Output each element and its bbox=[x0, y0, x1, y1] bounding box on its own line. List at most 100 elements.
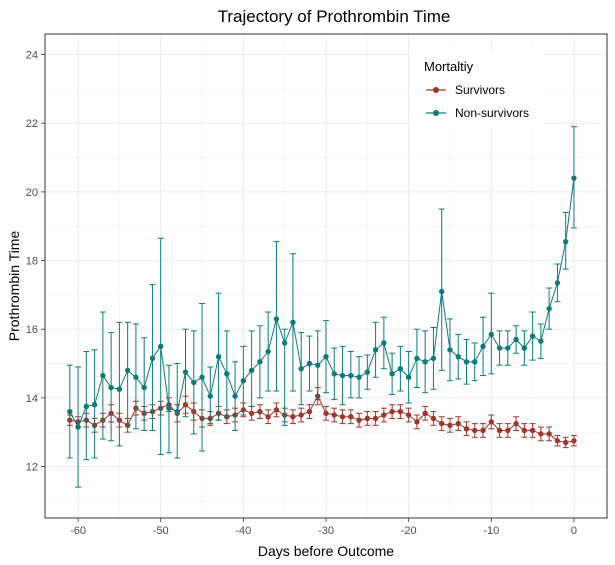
data-point-non-survivors bbox=[199, 374, 205, 380]
data-point-non-survivors bbox=[207, 393, 213, 399]
data-point-non-survivors bbox=[265, 348, 271, 355]
data-point-survivors bbox=[430, 415, 437, 422]
data-point-survivors bbox=[331, 412, 337, 418]
y-tick-label: 12 bbox=[26, 462, 38, 474]
data-point-survivors bbox=[273, 407, 280, 413]
data-point-non-survivors bbox=[472, 359, 478, 365]
data-point-survivors bbox=[265, 414, 271, 420]
data-point-survivors bbox=[257, 408, 263, 415]
data-point-non-survivors bbox=[174, 408, 180, 415]
data-point-non-survivors bbox=[364, 369, 371, 375]
data-point-non-survivors bbox=[240, 377, 247, 384]
data-point-non-survivors bbox=[348, 372, 354, 379]
data-point-non-survivors bbox=[422, 359, 428, 365]
axis-ticks: -60 -50 -40 -30 -20 -10 0 12 14 16 18 20 22 24 bbox=[26, 50, 577, 537]
data-point-survivors bbox=[529, 427, 536, 434]
data-point-survivors bbox=[571, 438, 577, 444]
data-point-survivors bbox=[339, 414, 346, 420]
data-point-non-survivors bbox=[248, 367, 255, 374]
data-point-survivors bbox=[290, 414, 296, 420]
data-point-non-survivors bbox=[356, 374, 362, 380]
data-point-survivors bbox=[455, 420, 461, 427]
x-tick-label: 0 bbox=[571, 525, 577, 537]
data-point-non-survivors bbox=[306, 360, 313, 367]
data-point-non-survivors bbox=[273, 316, 280, 322]
data-point-non-survivors bbox=[191, 379, 197, 386]
data-point-survivors bbox=[447, 422, 453, 429]
data-point-survivors bbox=[472, 427, 478, 434]
data-point-non-survivors bbox=[215, 353, 222, 360]
data-point-non-survivors bbox=[141, 384, 147, 391]
data-point-survivors bbox=[381, 412, 387, 418]
data-point-non-survivors bbox=[521, 345, 528, 351]
data-point-non-survivors bbox=[108, 384, 114, 391]
y-tick-label: 22 bbox=[26, 118, 38, 130]
data-point-survivors bbox=[496, 427, 503, 434]
data-point-non-survivors bbox=[505, 345, 511, 351]
data-point-non-survivors bbox=[571, 175, 577, 181]
data-point-survivors bbox=[488, 419, 494, 425]
y-tick-label: 24 bbox=[26, 50, 38, 62]
data-point-non-survivors bbox=[405, 374, 412, 380]
data-point-non-survivors bbox=[397, 365, 404, 372]
chart-title: Trajectory of Prothrombin Time bbox=[218, 7, 451, 26]
x-axis-title: Days before Outcome bbox=[258, 543, 394, 559]
data-point-survivors bbox=[306, 408, 313, 415]
data-point-non-survivors bbox=[480, 343, 486, 350]
data-point-survivors bbox=[521, 427, 528, 434]
data-point-non-survivors bbox=[381, 340, 387, 346]
series-layer bbox=[66, 126, 577, 488]
data-point-non-survivors bbox=[455, 353, 461, 360]
data-point-non-survivors bbox=[281, 340, 288, 346]
y-tick-label: 16 bbox=[26, 324, 38, 336]
data-point-non-survivors bbox=[538, 338, 544, 344]
y-tick-label: 18 bbox=[26, 256, 38, 268]
data-point-survivors bbox=[513, 420, 519, 427]
data-point-non-survivors bbox=[439, 288, 445, 295]
data-point-survivors bbox=[348, 414, 354, 420]
data-point-survivors bbox=[356, 417, 362, 423]
data-point-non-survivors bbox=[339, 372, 346, 379]
data-point-non-survivors bbox=[232, 393, 238, 399]
data-point-non-survivors bbox=[488, 331, 494, 338]
x-tick-label: -10 bbox=[483, 525, 499, 537]
legend-label-non-survivors: Non-survivors bbox=[455, 106, 529, 120]
data-point-non-survivors bbox=[529, 333, 536, 339]
data-point-survivors bbox=[389, 408, 395, 415]
data-point-non-survivors bbox=[257, 359, 263, 365]
x-tick-label: -20 bbox=[401, 525, 417, 537]
data-point-non-survivors bbox=[133, 374, 139, 380]
data-point-non-survivors bbox=[323, 353, 329, 360]
data-point-non-survivors bbox=[298, 365, 304, 372]
data-point-non-survivors bbox=[562, 238, 569, 245]
data-point-non-survivors bbox=[166, 405, 172, 411]
data-point-non-survivors bbox=[124, 367, 131, 374]
data-point-non-survivors bbox=[67, 408, 73, 415]
data-point-survivors bbox=[422, 410, 428, 417]
data-point-survivors bbox=[554, 438, 561, 444]
data-point-non-survivors bbox=[372, 347, 379, 353]
y-tick-label: 20 bbox=[26, 187, 38, 199]
y-tick-label: 14 bbox=[26, 393, 38, 405]
data-point-non-survivors bbox=[158, 343, 164, 350]
data-point-survivors bbox=[505, 427, 511, 434]
data-point-survivors bbox=[414, 419, 420, 425]
data-point-non-survivors bbox=[414, 355, 420, 362]
data-point-non-survivors bbox=[496, 345, 503, 351]
data-point-non-survivors bbox=[447, 347, 453, 353]
data-point-non-survivors bbox=[554, 280, 561, 286]
data-point-survivors bbox=[298, 412, 304, 418]
data-point-non-survivors bbox=[83, 403, 90, 410]
data-point-survivors bbox=[546, 431, 552, 437]
data-point-non-survivors bbox=[331, 371, 337, 377]
data-point-non-survivors bbox=[546, 305, 552, 312]
data-point-non-survivors bbox=[182, 369, 189, 375]
data-point-non-survivors bbox=[389, 371, 395, 377]
y-axis-title: Prothrombin Time bbox=[6, 231, 22, 342]
data-point-survivors bbox=[323, 410, 329, 417]
x-tick-label: -50 bbox=[153, 525, 169, 537]
data-point-non-survivors bbox=[75, 424, 81, 430]
data-point-survivors bbox=[364, 415, 371, 422]
data-point-non-survivors bbox=[149, 355, 156, 362]
